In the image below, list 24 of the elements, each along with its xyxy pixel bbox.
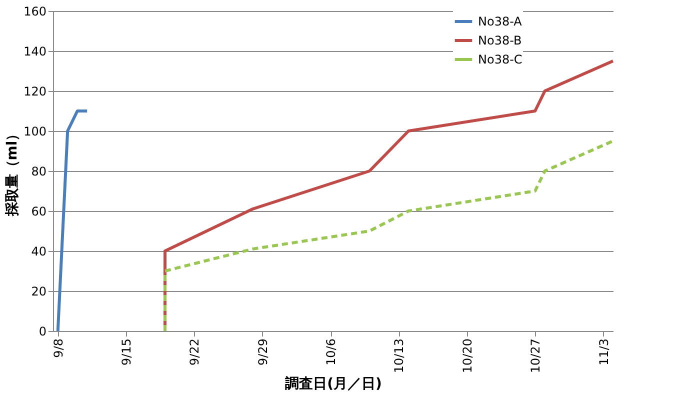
x-tick-label: 9/15 — [120, 338, 134, 366]
y-tick-label: 0 — [38, 324, 46, 338]
y-tick-label: 60 — [31, 204, 46, 218]
legend-label: No38-A — [478, 14, 523, 28]
y-tick-label: 80 — [31, 164, 46, 178]
x-tick-label: 10/20 — [460, 338, 474, 374]
legend-label: No38-C — [478, 52, 522, 66]
y-tick-label: 160 — [24, 4, 46, 18]
x-tick-label: 10/13 — [392, 338, 406, 374]
x-tick-label: 9/22 — [188, 338, 202, 366]
x-tick-label: 10/27 — [528, 338, 543, 374]
x-tick-label: 10/6 — [324, 338, 338, 366]
y-tick-label: 100 — [24, 124, 46, 138]
y-tick-label: 120 — [24, 84, 46, 98]
x-tick-label: 9/29 — [256, 338, 270, 366]
x-tick-label: 11/3 — [596, 338, 611, 366]
legend-label: No38-B — [478, 34, 522, 48]
y-tick-label: 20 — [31, 284, 46, 298]
x-tick-label: 9/8 — [51, 338, 66, 358]
line-series — [164, 140, 614, 332]
x-axis-title: 調査日(月／日) — [285, 375, 382, 392]
y-axis-title: 採取量（ml） — [4, 126, 21, 218]
y-tick-label: 140 — [24, 44, 46, 58]
y-tick-label: 40 — [31, 244, 46, 258]
